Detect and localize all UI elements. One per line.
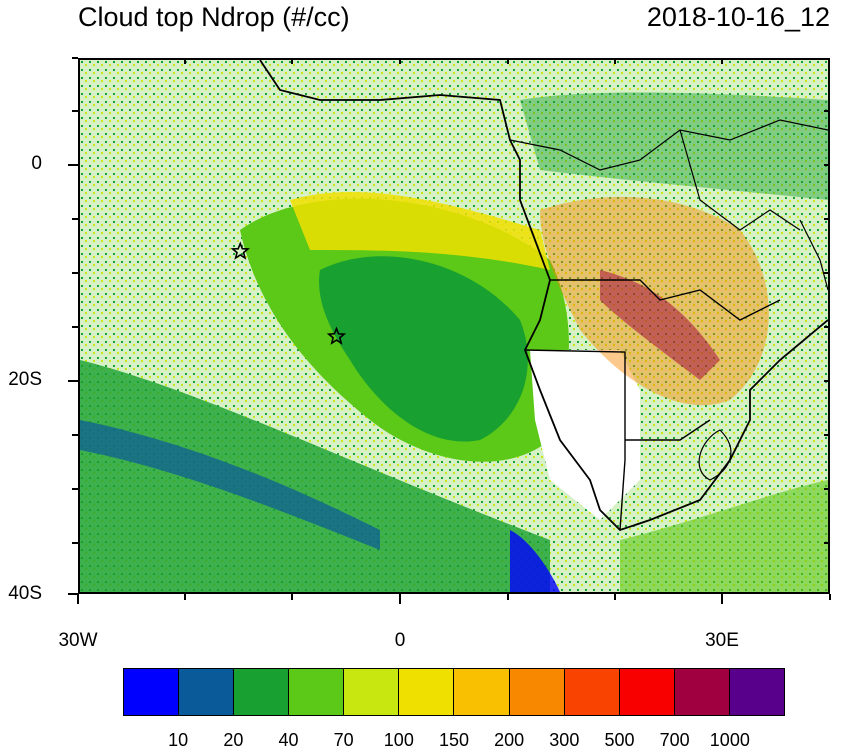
colorbar-label: 10 <box>168 730 189 750</box>
central-africa-borders <box>509 119 828 171</box>
colorbar-label: 40 <box>278 730 299 750</box>
colorbar-box-10 <box>674 669 730 715</box>
y-label-40s: 40S <box>8 583 42 604</box>
continental-purple-streak <box>600 270 720 380</box>
x-label-0: 0 <box>394 630 406 651</box>
map-date: 2018-10-16_12 <box>646 2 830 32</box>
colorbar-label: 100 <box>383 730 414 750</box>
colorbar-box-5 <box>399 669 455 715</box>
southern-band-low <box>80 420 380 550</box>
southern-band <box>80 360 550 592</box>
congo-border <box>679 129 801 231</box>
colorbar-box-7 <box>509 669 565 715</box>
star-marker-1 <box>326 326 347 345</box>
colorbar-label: 300 <box>549 730 580 750</box>
colorbar-label: 200 <box>494 730 525 750</box>
namibia-border <box>524 349 626 531</box>
colorbar-box-0 <box>124 669 180 715</box>
colorbar-label: 70 <box>333 730 354 750</box>
colorbar-box-3 <box>289 669 345 715</box>
southeast-band <box>620 480 828 592</box>
yellow-band <box>290 191 550 270</box>
colorbar-label: 1000 <box>709 730 750 750</box>
lesotho-border <box>698 429 732 481</box>
colorbar-box-1 <box>179 669 235 715</box>
star-marker-0 <box>230 241 250 260</box>
map-field-svg <box>80 60 828 592</box>
botswana-border <box>625 419 711 441</box>
colorbar <box>123 668 785 716</box>
y-label-0: 0 <box>31 153 42 174</box>
colorbar-label: 20 <box>223 730 244 750</box>
y-label-20s: 20S <box>8 369 42 390</box>
map-plot-area <box>78 58 830 594</box>
x-label-30w: 30W <box>58 630 98 651</box>
marker-group <box>230 241 347 345</box>
clear-land-area <box>530 350 640 520</box>
colorbar-label: 500 <box>604 730 635 750</box>
angola-border <box>550 279 781 321</box>
colorbar-label: 700 <box>659 730 690 750</box>
x-label-30e: 30E <box>705 630 739 651</box>
colorbar-box-9 <box>619 669 675 715</box>
map-title: Cloud top Ndrop (#/cc) <box>78 2 350 32</box>
colorbar-box-4 <box>344 669 400 715</box>
colorbar-box-6 <box>454 669 510 715</box>
blue-cluster <box>510 530 560 592</box>
colorbar-box-11 <box>729 669 784 715</box>
dense-cloud-core <box>319 256 528 442</box>
east-border <box>799 219 828 291</box>
colorbar-box-8 <box>564 669 620 715</box>
colorbar-box-2 <box>234 669 290 715</box>
colorbar-label: 150 <box>438 730 470 750</box>
equatorial-green <box>520 92 828 200</box>
